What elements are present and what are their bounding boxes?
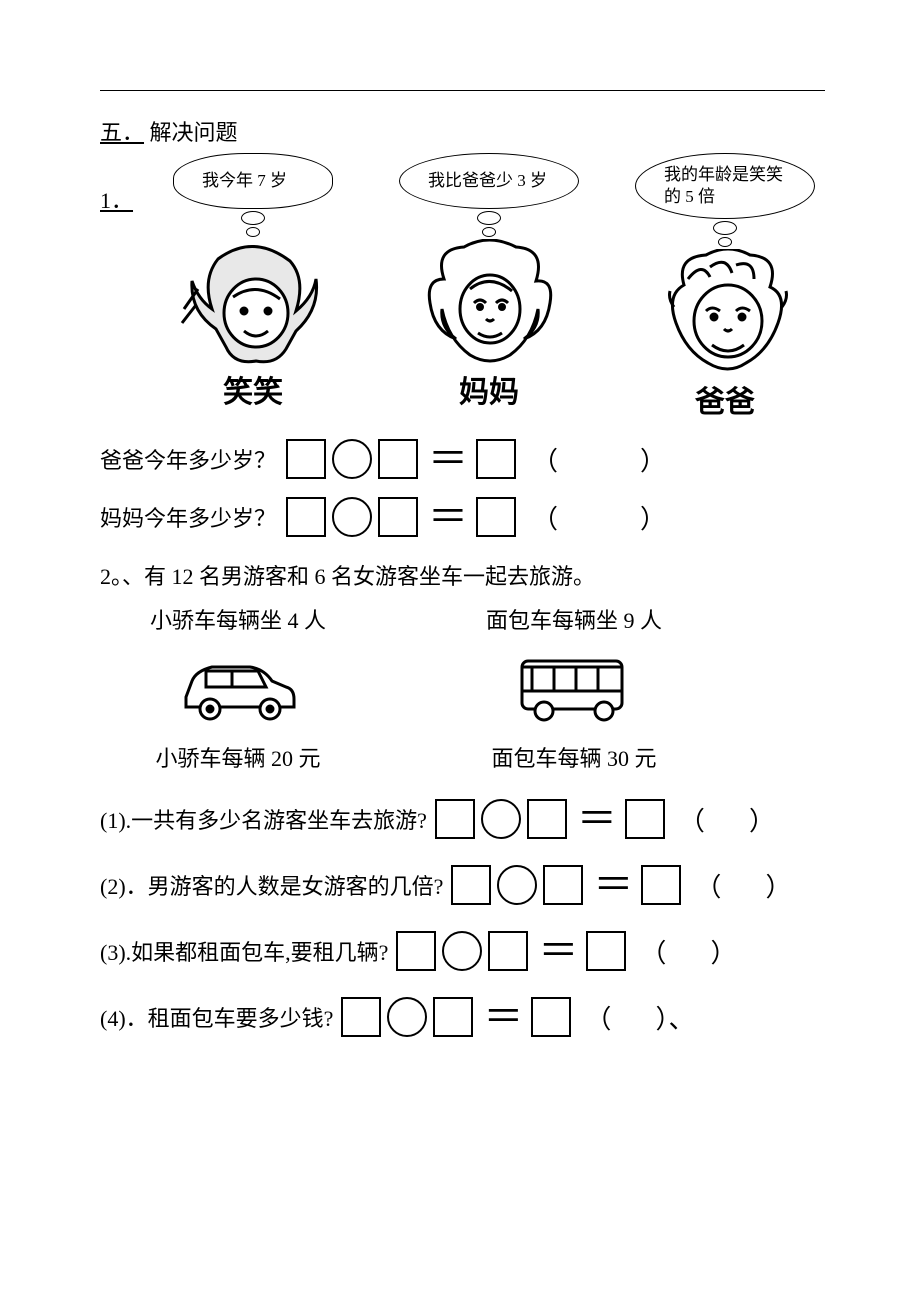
blank-circle-icon[interactable] bbox=[387, 997, 427, 1037]
q1-people: 我今年 7 岁 笑笑 bbox=[153, 153, 825, 421]
van-icon bbox=[514, 647, 634, 727]
bubble-mama: 我比爸爸少 3 岁 bbox=[399, 153, 579, 209]
blank-square-icon[interactable] bbox=[641, 865, 681, 905]
van-column: 面包车每辆坐 9 人 面包车每辆 30 元 bbox=[486, 603, 662, 773]
man-face-icon bbox=[650, 249, 800, 379]
section-title: 解决问题 bbox=[150, 120, 238, 145]
equation-blank[interactable]: ＝ bbox=[435, 799, 665, 839]
blank-square-icon[interactable] bbox=[286, 497, 326, 537]
unit-paren[interactable]: （ ） bbox=[532, 441, 676, 478]
blank-circle-icon[interactable] bbox=[497, 865, 537, 905]
blank-square-icon[interactable] bbox=[433, 997, 473, 1037]
unit-paren[interactable]: （） bbox=[640, 933, 736, 970]
car-top-text: 小骄车每辆坐 4 人 bbox=[150, 603, 326, 635]
q1-line1: 爸爸今年多少岁？ ＝ （ ） bbox=[100, 439, 825, 479]
name-mama: 妈妈 bbox=[459, 367, 519, 411]
q2-sub1-text: (1).一共有多少名游客坐车去旅游? bbox=[100, 803, 427, 835]
blank-square-icon[interactable] bbox=[435, 799, 475, 839]
section-heading: 五． 解决问题 bbox=[100, 115, 825, 147]
bubble-baba: 我的年龄是笑笑的 5 倍 bbox=[635, 153, 815, 219]
blank-square-icon[interactable] bbox=[396, 931, 436, 971]
woman-face-icon bbox=[414, 239, 564, 369]
vehicle-row: 小骄车每辆坐 4 人 小骄车每辆 20 元 面包车每辆坐 9 人 bbox=[100, 603, 825, 773]
person-mama: 我比爸爸少 3 岁 妈妈 bbox=[389, 153, 589, 421]
blank-square-icon[interactable] bbox=[586, 931, 626, 971]
equation-blank[interactable]: ＝ bbox=[286, 497, 516, 537]
blank-square-icon[interactable] bbox=[476, 497, 516, 537]
q2-sub2: (2)．男游客的人数是女游客的几倍? ＝ （） bbox=[100, 865, 825, 905]
van-top-text: 面包车每辆坐 9 人 bbox=[486, 603, 662, 635]
blank-square-icon[interactable] bbox=[451, 865, 491, 905]
bubble-baba-text: 我的年龄是笑笑的 5 倍 bbox=[664, 164, 796, 208]
blank-square-icon[interactable] bbox=[488, 931, 528, 971]
car-icon bbox=[178, 647, 298, 727]
car-column: 小骄车每辆坐 4 人 小骄车每辆 20 元 bbox=[150, 603, 326, 773]
name-baba: 爸爸 bbox=[695, 377, 755, 421]
q1-line2: 妈妈今年多少岁？ ＝ （ ） bbox=[100, 497, 825, 537]
blank-square-icon[interactable] bbox=[625, 799, 665, 839]
cloud-tail-icon bbox=[241, 211, 265, 237]
blank-circle-icon[interactable] bbox=[442, 931, 482, 971]
unit-paren[interactable]: （）、 bbox=[585, 999, 694, 1036]
blank-square-icon[interactable] bbox=[543, 865, 583, 905]
bubble-mama-text: 我比爸爸少 3 岁 bbox=[428, 170, 547, 192]
equals-sign: ＝ bbox=[428, 497, 466, 537]
cloud-tail-icon bbox=[713, 221, 737, 247]
q1-number: 1． bbox=[100, 183, 133, 215]
blank-circle-icon[interactable] bbox=[332, 439, 372, 479]
bubble-xiaoxiao-text: 我今年 7 岁 bbox=[202, 170, 287, 192]
unit-paren[interactable]: （ ） bbox=[532, 499, 676, 536]
q1-line2-text: 妈妈今年多少岁？ bbox=[100, 501, 276, 533]
q2-sub4: (4)．租面包车要多少钱? ＝ （）、 bbox=[100, 997, 825, 1037]
person-xiaoxiao: 我今年 7 岁 笑笑 bbox=[153, 153, 353, 421]
equals-sign: ＝ bbox=[538, 931, 576, 971]
equation-blank[interactable]: ＝ bbox=[286, 439, 516, 479]
equation-blank[interactable]: ＝ bbox=[341, 997, 571, 1037]
section-number: 五． bbox=[100, 120, 144, 145]
blank-square-icon[interactable] bbox=[378, 439, 418, 479]
q2-sub2-text: (2)．男游客的人数是女游客的几倍? bbox=[100, 869, 443, 901]
blank-square-icon[interactable] bbox=[531, 997, 571, 1037]
equation-blank[interactable]: ＝ bbox=[451, 865, 681, 905]
blank-square-icon[interactable] bbox=[527, 799, 567, 839]
page-top-rule bbox=[100, 90, 825, 91]
q1-line1-text: 爸爸今年多少岁？ bbox=[100, 443, 276, 475]
blank-circle-icon[interactable] bbox=[481, 799, 521, 839]
person-baba: 我的年龄是笑笑的 5 倍 爸爸 bbox=[625, 153, 825, 421]
equals-sign: ＝ bbox=[577, 799, 615, 839]
equals-sign: ＝ bbox=[483, 997, 521, 1037]
q2-header: 2。、有 12 名男游客和 6 名女游客坐车一起去旅游。 bbox=[100, 559, 825, 591]
q1-row: 1． 我今年 7 岁 bbox=[100, 153, 825, 421]
blank-square-icon[interactable] bbox=[378, 497, 418, 537]
blank-square-icon[interactable] bbox=[476, 439, 516, 479]
cloud-tail-icon bbox=[477, 211, 501, 237]
unit-paren[interactable]: （） bbox=[695, 867, 791, 904]
equals-sign: ＝ bbox=[428, 439, 466, 479]
name-xiaoxiao: 笑笑 bbox=[223, 367, 283, 411]
q2-sub3-text: (3).如果都租面包车,要租几辆? bbox=[100, 935, 388, 967]
blank-circle-icon[interactable] bbox=[332, 497, 372, 537]
blank-square-icon[interactable] bbox=[341, 997, 381, 1037]
bubble-xiaoxiao: 我今年 7 岁 bbox=[173, 153, 333, 209]
girl-face-icon bbox=[178, 239, 328, 369]
unit-paren[interactable]: （） bbox=[679, 801, 775, 838]
car-bottom-text: 小骄车每辆 20 元 bbox=[156, 741, 321, 773]
q2-sub1: (1).一共有多少名游客坐车去旅游? ＝ （） bbox=[100, 799, 825, 839]
equation-blank[interactable]: ＝ bbox=[396, 931, 626, 971]
equals-sign: ＝ bbox=[593, 865, 631, 905]
q2-sub3: (3).如果都租面包车,要租几辆? ＝ （） bbox=[100, 931, 825, 971]
blank-square-icon[interactable] bbox=[286, 439, 326, 479]
q2-sub4-text: (4)．租面包车要多少钱? bbox=[100, 1001, 333, 1033]
van-bottom-text: 面包车每辆 30 元 bbox=[492, 741, 657, 773]
